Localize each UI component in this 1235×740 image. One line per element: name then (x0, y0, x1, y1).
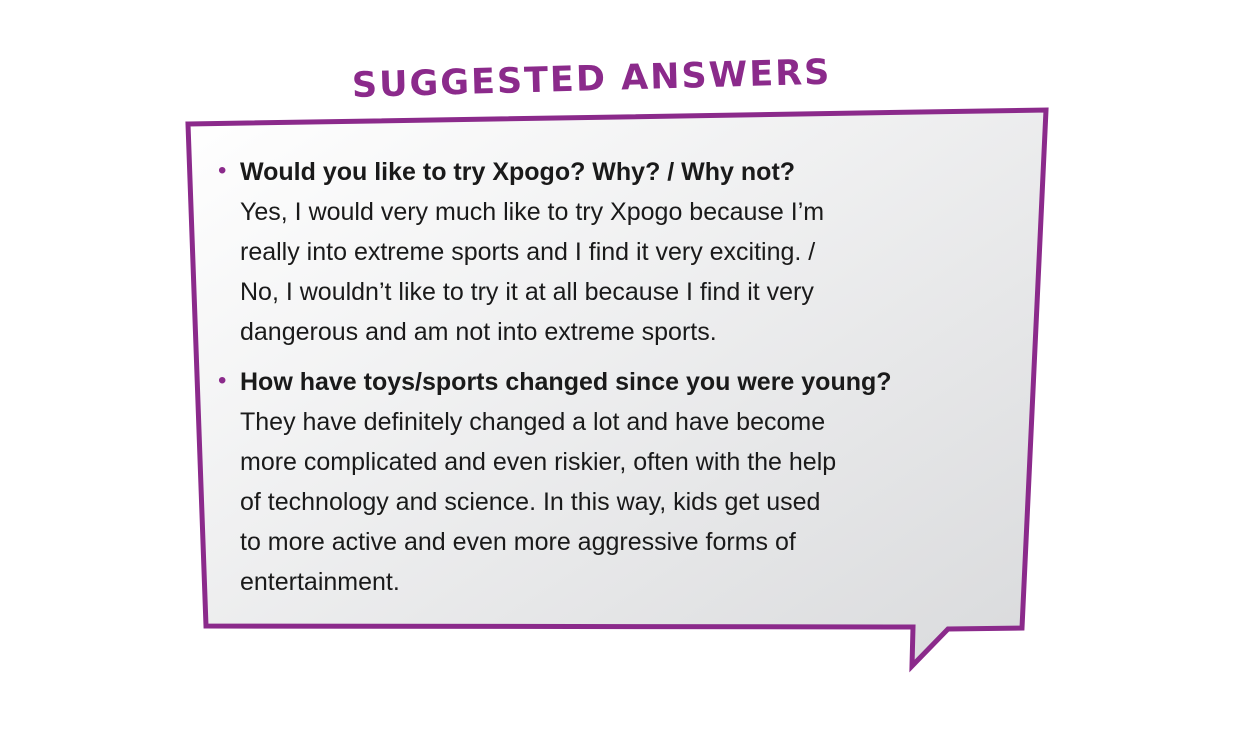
answers-list: • Would you like to try Xpogo? Why? / Wh… (216, 152, 1016, 612)
speech-bubble-shape (185, 107, 1049, 673)
answer-item-1: • Would you like to try Xpogo? Why? / Wh… (216, 152, 1016, 352)
answer-text: They have definitely changed a lot and h… (240, 408, 837, 596)
answer-text: Yes, I would very much like to try Xpogo… (240, 198, 825, 346)
answer-item-2: • How have toys/sports changed since you… (216, 362, 1016, 602)
question-text: Would you like to try Xpogo? Why? / Why … (240, 158, 796, 186)
question-text: How have toys/sports changed since you w… (240, 368, 892, 396)
bullet-icon: • (218, 367, 227, 394)
bullet-icon: • (218, 157, 227, 184)
